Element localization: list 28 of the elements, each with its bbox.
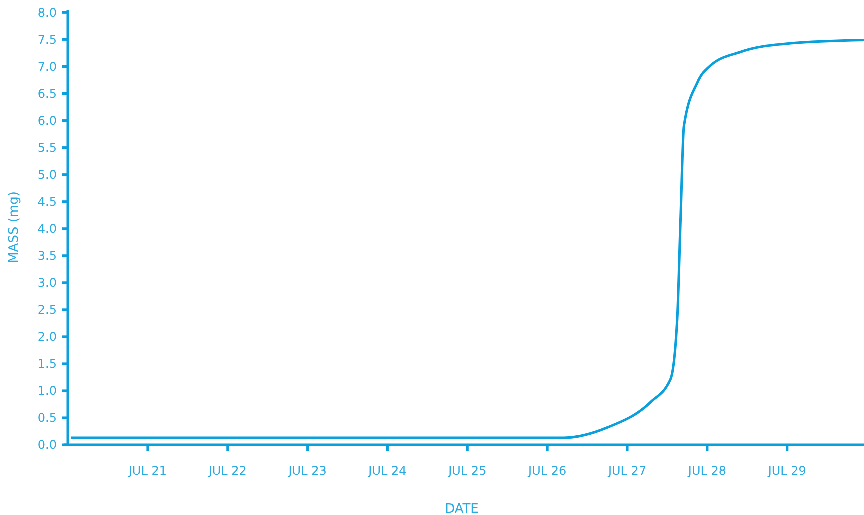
- x-axis-title: DATE: [445, 502, 479, 515]
- x-tick-label: JUL 25: [448, 464, 487, 478]
- x-tick-label: JUL 22: [208, 464, 247, 478]
- y-tick-label: 5.5: [38, 140, 57, 155]
- y-tick-label: 1.0: [38, 384, 57, 398]
- x-tick-label: JUL 23: [288, 464, 327, 478]
- x-tick-label: JUL 27: [607, 464, 647, 478]
- x-tick-label: JUL 26: [528, 464, 567, 478]
- y-tick-label: 1.5: [38, 357, 57, 372]
- y-tick-label: 2.5: [38, 303, 57, 318]
- y-tick-label: 0.5: [38, 411, 57, 426]
- y-tick-label: 2.0: [38, 330, 57, 344]
- y-tick-label: 7.5: [38, 32, 57, 47]
- x-tick-label: JUL 24: [368, 464, 407, 478]
- x-tick-label: JUL 28: [687, 464, 727, 478]
- y-tick-label: 7.0: [38, 60, 57, 74]
- x-tick-label: JUL 29: [767, 464, 806, 478]
- y-tick-label: 6.5: [38, 86, 57, 101]
- y-tick-label: 0.0: [38, 438, 57, 452]
- y-tick-label: 4.5: [38, 195, 57, 210]
- y-tick-label: 8.0: [38, 6, 57, 20]
- y-tick-label: 3.0: [38, 276, 57, 290]
- x-tick-label: JUL 21: [128, 464, 167, 478]
- y-tick-label: 5.0: [38, 168, 57, 182]
- y-axis-title: MASS (mg): [7, 192, 22, 264]
- y-tick-label: 4.0: [38, 222, 57, 236]
- y-tick-label: 3.5: [38, 249, 57, 264]
- y-tick-label: 6.0: [38, 114, 57, 128]
